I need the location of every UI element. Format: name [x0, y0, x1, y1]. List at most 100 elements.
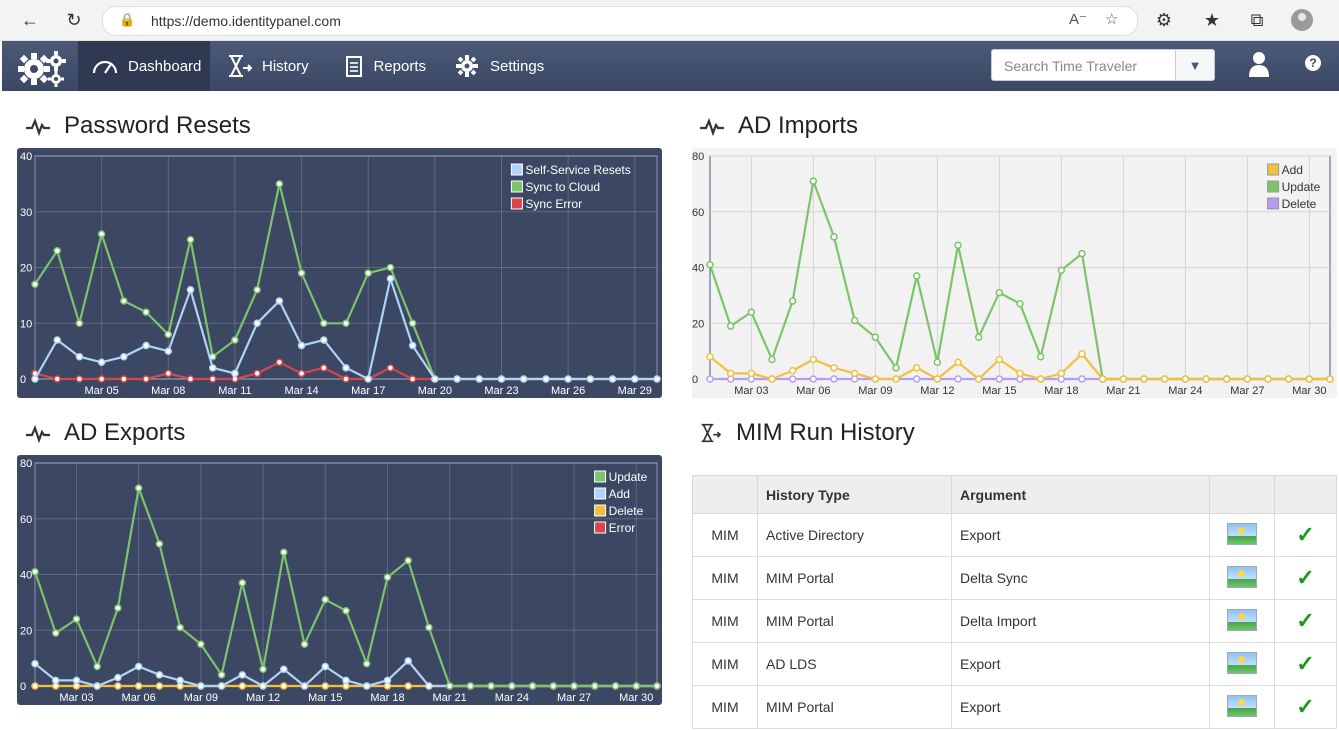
hourglass-icon: [701, 423, 722, 443]
table-row[interactable]: MIM MIM Portal Export ✓: [692, 685, 1337, 729]
data-point: [275, 297, 284, 305]
data-point: [1016, 299, 1024, 308]
header-argument[interactable]: Argument: [951, 475, 1210, 514]
gears-logo-icon[interactable]: [14, 45, 70, 87]
data-point: [321, 662, 330, 671]
data-point: [1078, 350, 1086, 358]
legend-swatch: [594, 521, 607, 534]
table-row[interactable]: MIM MIM Portal Delta Import ✓: [692, 599, 1337, 643]
x-tick-label: Mar 26: [551, 385, 585, 397]
data-point: [386, 274, 395, 283]
favorites-icon[interactable]: ★: [1203, 9, 1221, 30]
data-point: [155, 540, 164, 548]
url-text[interactable]: https://demo.identitypanel.com: [151, 13, 341, 29]
ad-exports-heading: AD Exports: [64, 419, 186, 446]
data-point: [564, 375, 572, 383]
table-row[interactable]: MIM Active Directory Export ✓: [692, 513, 1337, 557]
success-check-icon: ✓: [1296, 522, 1315, 547]
image-preview-icon[interactable]: [1227, 522, 1257, 545]
data-point: [97, 375, 106, 383]
data-point: [164, 347, 173, 355]
row-source: MIM: [692, 642, 758, 686]
browser-toolbar: ← ↻ 🔒 https://demo.identitypanel.com A⁻ …: [0, 0, 1339, 41]
search-input[interactable]: Search Time Traveler: [1004, 58, 1138, 74]
data-point: [297, 369, 306, 378]
data-point: [259, 682, 267, 690]
success-check-icon: ✓: [1296, 608, 1315, 633]
collections-icon[interactable]: ⧉: [1250, 9, 1264, 30]
data-point: [487, 682, 495, 690]
data-point: [275, 358, 284, 367]
y-tick-label: 20: [20, 625, 32, 637]
success-check-icon: ✓: [1296, 651, 1315, 676]
table-row[interactable]: MIM AD LDS Export ✓: [692, 642, 1337, 686]
image-preview-icon[interactable]: [1227, 651, 1257, 674]
nav-history[interactable]: History: [212, 41, 330, 91]
image-preview-icon[interactable]: [1227, 694, 1257, 717]
data-point: [653, 682, 661, 690]
data-point: [186, 235, 195, 244]
image-preview-icon[interactable]: [1227, 608, 1257, 631]
data-point: [51, 676, 60, 685]
data-point: [1057, 369, 1066, 378]
header-status: [1274, 475, 1337, 514]
data-point: [164, 330, 173, 339]
header-history-type[interactable]: History Type: [757, 475, 952, 514]
chevron-down-icon[interactable]: ▼: [1175, 50, 1214, 80]
row-source: MIM: [692, 685, 758, 729]
data-point: [362, 659, 371, 668]
x-tick-label: Mar 15: [308, 692, 342, 704]
y-tick-label: 60: [20, 514, 32, 526]
chart-background: [692, 148, 1337, 398]
refresh-icon[interactable]: ↻: [66, 9, 82, 30]
data-point: [176, 623, 184, 632]
data-point: [768, 355, 776, 364]
data-point: [253, 319, 261, 327]
data-point: [611, 682, 620, 690]
image-preview-icon[interactable]: [1227, 565, 1257, 588]
address-bar[interactable]: 🔒 https://demo.identitypanel.com A⁻ ☆: [102, 6, 1138, 36]
data-point: [280, 665, 288, 674]
data-point: [280, 682, 288, 690]
data-point: [362, 682, 371, 690]
search-time-traveler[interactable]: Search Time Traveler ▼: [991, 49, 1215, 81]
legend-swatch: [510, 197, 523, 210]
nav-reports[interactable]: Reports: [330, 41, 440, 91]
row-history-type: Active Directory: [757, 513, 952, 557]
x-tick-label: Mar 05: [85, 385, 119, 397]
data-point: [342, 364, 350, 372]
data-point: [114, 673, 122, 682]
help-icon[interactable]: ?: [1305, 55, 1321, 71]
row-history-type: MIM Portal: [757, 599, 952, 643]
data-point: [1160, 375, 1169, 383]
nav-settings[interactable]: Settings: [440, 41, 560, 91]
data-point: [320, 336, 328, 344]
back-arrow-icon[interactable]: ←: [21, 9, 39, 30]
nav-dashboard[interactable]: Dashboard: [78, 41, 210, 91]
y-tick-label: 80: [692, 151, 704, 163]
data-point: [974, 375, 983, 383]
read-aloud-icon[interactable]: A⁻: [1069, 11, 1087, 28]
data-point: [404, 657, 412, 665]
y-tick-label: 40: [20, 570, 32, 582]
user-icon[interactable]: [1247, 51, 1271, 79]
data-point: [508, 682, 516, 690]
x-tick-label: Mar 06: [122, 692, 156, 704]
extensions-icon[interactable]: ⚙: [1155, 9, 1173, 30]
data-point: [653, 375, 661, 383]
favorite-add-icon[interactable]: ☆: [1105, 11, 1119, 28]
mim-run-history-heading: MIM Run History: [736, 419, 915, 446]
lock-icon: 🔒: [119, 12, 136, 27]
data-point: [871, 333, 880, 341]
data-point: [809, 375, 818, 383]
data-point: [974, 333, 983, 341]
profile-avatar[interactable]: [1291, 9, 1313, 31]
data-point: [912, 364, 921, 372]
data-point: [408, 341, 417, 350]
data-point: [275, 180, 284, 188]
password-resets-chart: 0 10 20 30 40 Mar 05 Mar 08 Mar 11 Mar 14 Mar 17 M…: [17, 148, 662, 398]
data-point: [768, 375, 776, 383]
table-row[interactable]: MIM MIM Portal Delta Sync ✓: [692, 556, 1337, 600]
data-point: [253, 286, 261, 294]
data-point: [954, 375, 962, 383]
